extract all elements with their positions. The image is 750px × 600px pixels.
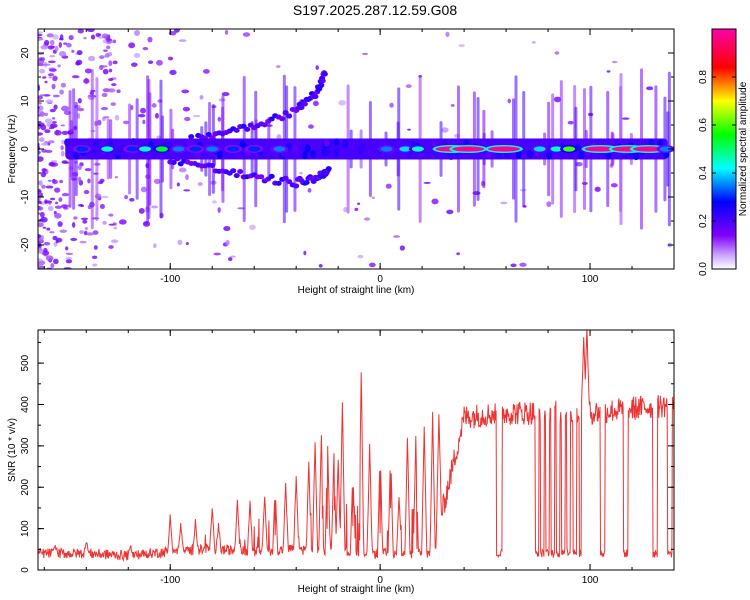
y-tick-label: 20 (20, 47, 31, 59)
colorbar-ticks: 0.0 0.2 0.4 0.6 0.8 (698, 70, 736, 276)
spectrogram-y-axis-label: Frequency (Hz) (7, 115, 18, 184)
tone-blob (206, 146, 219, 152)
tone-blob (126, 146, 139, 152)
x-tick-label: -100 (160, 274, 180, 285)
y-tick-label: 300 (20, 437, 31, 454)
page-title: S197.2025.287.12.59.G08 (292, 2, 458, 18)
spectrogram-image (38, 29, 674, 269)
spectrogram-x-axis-label: Height of straight line (km) (298, 285, 415, 296)
tone-blob (76, 146, 89, 152)
snr-ticks: -100 0 100 0 100 200 300 400 500 (20, 330, 675, 586)
upper-branch-track (167, 70, 328, 148)
y-tick-label: 100 (20, 520, 31, 537)
snr-frame (37, 329, 675, 571)
tone-blob (533, 146, 546, 152)
y-tick-label: 0 (20, 567, 31, 573)
tone-blob (487, 146, 520, 152)
y-tick-label: -20 (20, 237, 31, 252)
colorbar-tick-label: 0.0 (698, 262, 709, 276)
colorbar-label: Normalized spectral amplitude (738, 81, 749, 216)
x-tick-label: 0 (377, 274, 383, 285)
tone-blob (411, 146, 424, 152)
x-tick-label: 100 (582, 274, 599, 285)
x-tick-label: 100 (582, 575, 599, 586)
tone-blob (227, 146, 240, 152)
colorbar-tick-label: 0.4 (698, 166, 709, 180)
y-tick-label: -10 (20, 189, 31, 204)
colorbar: 0.0 0.2 0.4 0.6 0.8 Normalized spectral ampl… (698, 28, 749, 276)
tone-blob (659, 146, 672, 152)
y-tick-label: 0 (20, 146, 31, 152)
colorbar-tick-label: 0.2 (698, 214, 709, 228)
tone-blob (155, 146, 168, 152)
tone-blob (101, 146, 114, 152)
snr-series-line (38, 330, 674, 563)
y-tick-label: 500 (20, 354, 31, 371)
y-tick-label: 200 (20, 478, 31, 495)
tone-blob (172, 146, 185, 152)
tone-blob (139, 146, 152, 152)
snr-panel: -100 0 100 0 100 200 300 400 500 Height of strai… (7, 329, 675, 595)
colorbar-gradient (711, 28, 737, 270)
tone-blob (380, 146, 393, 152)
snr-y-axis-label: SNR (10 * v/v) (7, 418, 18, 482)
y-tick-label: 400 (20, 396, 31, 413)
x-tick-label: -100 (160, 575, 180, 586)
tone-blob (632, 146, 665, 152)
tone-blob (189, 146, 202, 152)
colorbar-tick-label: 0.8 (698, 70, 709, 84)
x-tick-label: 0 (377, 575, 383, 586)
y-tick-label: 10 (20, 95, 31, 107)
colorbar-tick-label: 0.6 (698, 118, 709, 132)
tone-blob (273, 146, 286, 152)
tone-blob (584, 146, 617, 152)
main-tone-band (64, 138, 674, 161)
tone-blob (550, 146, 563, 152)
tone-blob (563, 146, 576, 152)
snr-x-axis-label: Height of straight line (km) (298, 584, 415, 595)
tone-blob (452, 146, 485, 152)
tone-blob (399, 146, 412, 152)
tone-blob (248, 146, 261, 152)
